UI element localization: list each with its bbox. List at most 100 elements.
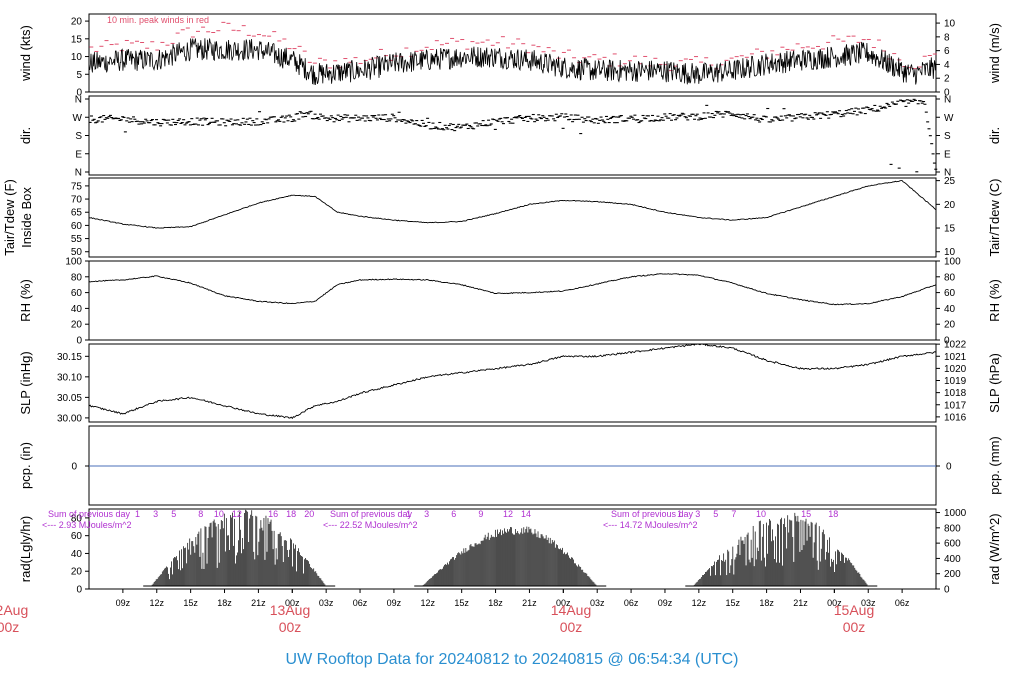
time-tick-label: 12z	[150, 598, 165, 608]
wind-left-tick-label: 5	[76, 70, 82, 81]
time-tick-label: 00z	[285, 598, 300, 608]
time-tick-label: 21z	[522, 598, 537, 608]
slp-right-tick-label: 1019	[944, 376, 967, 387]
peak-wind-note: 10 min. peak winds in red	[107, 15, 209, 25]
rad-right-axis-label: rad (W/m^2)	[987, 513, 1002, 584]
figure-title: UW Rooftop Data for 20240812 to 20240815…	[286, 651, 739, 668]
dir-panel-frame	[88, 95, 937, 176]
wind-panel-frame	[88, 13, 937, 93]
day-time-label: 00z	[0, 619, 19, 635]
temp-left-tick-label: 50	[71, 247, 83, 258]
temp-left-axis-sublabel: Inside Box	[19, 187, 34, 248]
daily-sum-label: Sum of previous day	[48, 509, 131, 519]
rh-left-tick-label: 100	[65, 257, 82, 268]
slp-left-axis-label: SLP (inHg)	[18, 351, 33, 414]
wind-left-tick-label: 20	[71, 17, 83, 28]
solar-hour-mark: 5	[713, 509, 718, 519]
time-tick-label: 21z	[251, 598, 266, 608]
solar-hour-mark: 12	[503, 509, 513, 519]
daily-sum-value: <--- 14.72 MJoules/m^2	[603, 520, 698, 530]
daily-sum-value: <--- 2.93 MJoules/m^2	[42, 520, 132, 530]
solar-hour-mark: 1	[406, 509, 411, 519]
solar-hour-mark: 10	[214, 509, 224, 519]
solar-hour-mark: 6	[451, 509, 456, 519]
rh-right-tick-label: 60	[944, 288, 956, 299]
time-tick-label: 15z	[183, 598, 198, 608]
rh-right-tick-label: 40	[944, 304, 956, 315]
rad-left-tick-label: 40	[71, 549, 83, 560]
rh-left-axis-label: RH (%)	[18, 279, 33, 322]
time-tick-label: 15z	[725, 598, 740, 608]
dir-left-axis-label: dir.	[18, 127, 33, 144]
pcp-right-axis-label: pcp. (mm)	[987, 436, 1002, 495]
rh-right-tick-label: 0	[944, 336, 950, 347]
solar-hour-mark: 10	[756, 509, 766, 519]
wind-right-tick-label: 0	[944, 88, 950, 99]
temp-left-tick-label: 75	[71, 181, 83, 192]
rad-right-tick-label: 400	[944, 554, 961, 565]
slp-right-tick-label: 1016	[944, 412, 967, 423]
slp-right-tick-label: 1021	[944, 352, 967, 363]
wind-left-tick-label: 0	[76, 88, 82, 99]
wind-right-tick-label: 10	[944, 19, 956, 30]
solar-hour-mark: 3	[424, 509, 429, 519]
rh-left-tick-label: 40	[71, 304, 83, 315]
solar-hour-mark: 1	[677, 509, 682, 519]
wind-right-axis-label: wind (m/s)	[987, 23, 1002, 84]
slp-right-axis-label: SLP (hPa)	[987, 353, 1002, 413]
temp-left-tick-label: 55	[71, 234, 83, 245]
rad-right-tick-label: 200	[944, 569, 961, 580]
slp-right-tick-label: 1018	[944, 388, 967, 399]
rad-left-axis-label: rad(Lgly/hr)	[18, 516, 33, 582]
solar-hour-mark: 18	[286, 509, 296, 519]
dir-left-tick-label: S	[75, 131, 82, 142]
time-tick-label: 00z	[556, 598, 571, 608]
slp-panel-frame	[88, 343, 937, 423]
dir-right-tick-label: W	[944, 113, 954, 124]
dir-left-tick-label: N	[75, 168, 82, 179]
time-tick-label: 12z	[421, 598, 436, 608]
day-date-label: 15Aug	[834, 602, 874, 618]
daily-sum-label: Sum of previous day	[330, 509, 413, 519]
dir-right-tick-label: S	[944, 131, 951, 142]
time-tick-label: 00z	[827, 598, 842, 608]
time-tick-label: 15z	[454, 598, 469, 608]
rh-right-tick-label: 20	[944, 320, 956, 331]
solar-hour-mark: 3	[153, 509, 158, 519]
temperature-line	[88, 180, 937, 229]
slp-left-tick-label: 30.00	[57, 413, 82, 424]
dir-right-tick-label: N	[944, 168, 951, 179]
daily-sum-label: Sum of previous day	[611, 509, 694, 519]
rad-right-tick-label: 800	[944, 523, 961, 534]
slp-right-tick-label: 1020	[944, 364, 967, 375]
rh-panel-frame	[88, 260, 937, 341]
rh-right-tick-label: 100	[944, 257, 961, 268]
dir-left-tick-label: N	[75, 95, 82, 106]
time-tick-label: 06z	[624, 598, 639, 608]
rh-left-tick-label: 80	[71, 272, 83, 283]
time-tick-label: 09z	[658, 598, 673, 608]
rad-left-tick-label: 20	[71, 567, 83, 578]
day-date-label: 14Aug	[551, 602, 591, 618]
pcp-left-tick-label: 0	[71, 462, 77, 473]
pcp-right-tick-label: 0	[946, 462, 952, 473]
day-date-label: 13Aug	[270, 602, 310, 618]
wind-left-tick-label: 10	[71, 52, 83, 63]
temp-left-axis-label: Tair/Tdew (F)	[2, 179, 17, 256]
wind-left-axis-label: wind (kts)	[18, 25, 33, 82]
temp-left-tick-label: 65	[71, 208, 83, 219]
temp-right-tick-label: 10	[944, 247, 956, 258]
slp-left-tick-label: 30.15	[57, 352, 82, 363]
time-tick-label: 03z	[590, 598, 605, 608]
solar-hour-mark: 9	[478, 509, 483, 519]
time-tick-label: 18z	[488, 598, 503, 608]
rad-panel-frame	[88, 508, 937, 590]
day-time-label: 00z	[279, 619, 302, 635]
rh-left-tick-label: 20	[71, 320, 83, 331]
dir-left-tick-label: E	[75, 149, 82, 160]
time-tick-label: 09z	[116, 598, 131, 608]
humidity-line	[88, 273, 937, 306]
pressure-line	[88, 343, 937, 420]
rh-left-tick-label: 0	[76, 336, 82, 347]
